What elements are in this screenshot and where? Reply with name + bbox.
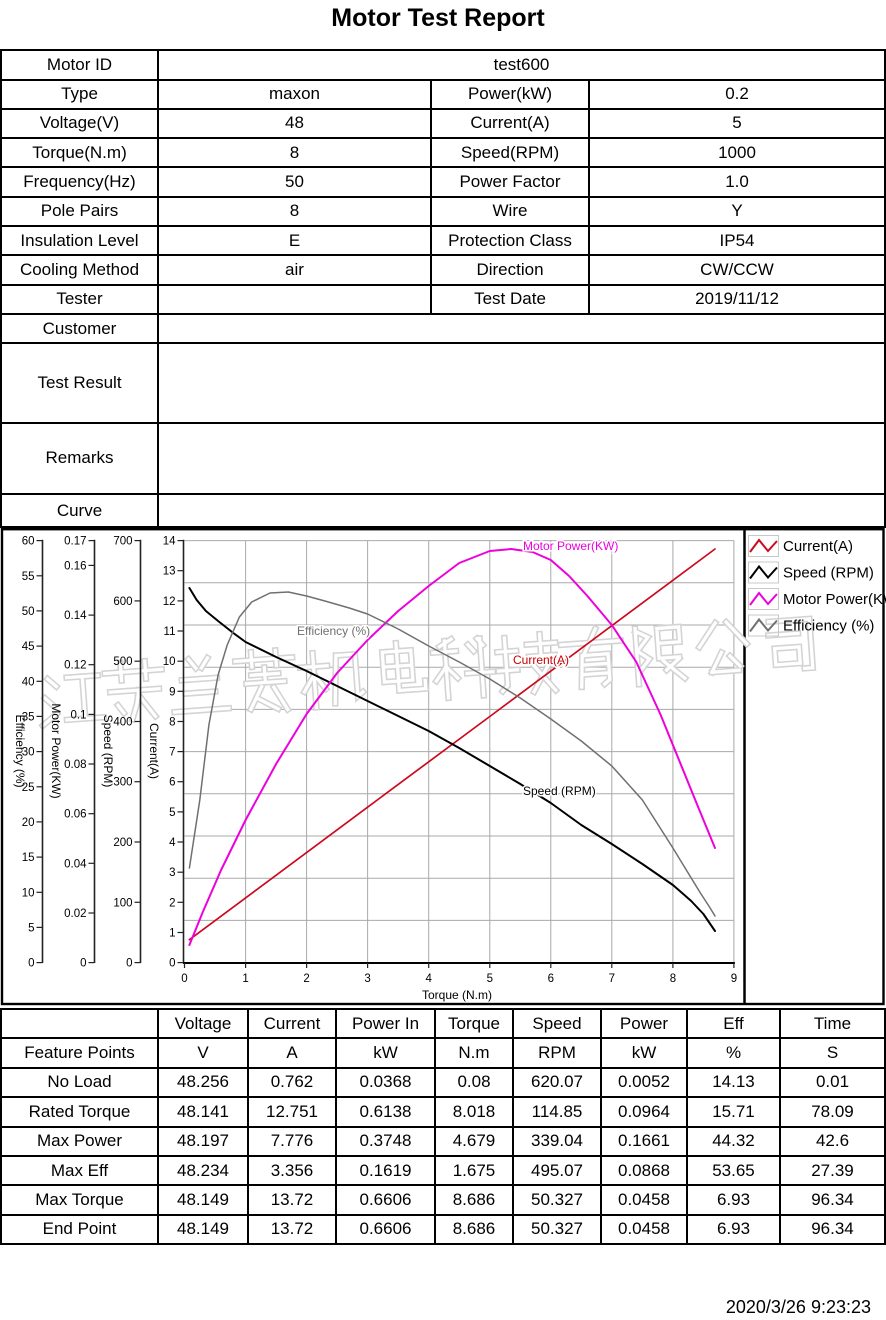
svg-text:Speed (RPM): Speed (RPM) [101, 715, 115, 788]
svg-text:0.16: 0.16 [64, 560, 86, 572]
svg-text:60: 60 [22, 536, 35, 548]
svg-text:700: 700 [113, 536, 132, 548]
svg-text:100: 100 [113, 897, 132, 909]
svg-text:50: 50 [22, 606, 35, 618]
svg-text:40: 40 [22, 676, 35, 688]
svg-text:0: 0 [80, 958, 86, 970]
svg-text:4: 4 [169, 837, 176, 849]
svg-text:0.02: 0.02 [64, 908, 86, 920]
svg-text:Speed (RPM): Speed (RPM) [523, 784, 596, 798]
svg-text:0.1: 0.1 [71, 709, 87, 721]
svg-text:9: 9 [731, 973, 737, 985]
svg-text:8: 8 [169, 717, 175, 729]
svg-text:Motor Power(KW): Motor Power(KW) [783, 591, 886, 608]
svg-text:0.12: 0.12 [64, 660, 86, 672]
svg-text:0.14: 0.14 [64, 610, 87, 622]
svg-text:30: 30 [22, 747, 35, 759]
svg-text:6: 6 [548, 973, 554, 985]
svg-text:Torque (N.m): Torque (N.m) [422, 988, 492, 1002]
svg-text:Motor Power(KW): Motor Power(KW) [49, 703, 63, 798]
svg-text:14: 14 [163, 536, 176, 548]
svg-text:Current(A): Current(A) [513, 653, 569, 667]
svg-text:20: 20 [22, 817, 35, 829]
svg-text:Efficiency (%): Efficiency (%) [783, 618, 874, 635]
svg-text:3: 3 [169, 867, 175, 879]
svg-text:0: 0 [169, 958, 175, 970]
svg-text:Speed (RPM): Speed (RPM) [783, 565, 874, 582]
svg-text:Efficiency (%): Efficiency (%) [13, 714, 27, 787]
svg-text:25: 25 [22, 782, 35, 794]
svg-text:Efficiency (%): Efficiency (%) [297, 624, 370, 638]
svg-text:55: 55 [22, 571, 35, 583]
svg-text:8: 8 [670, 973, 676, 985]
svg-text:5: 5 [28, 922, 34, 934]
svg-text:1: 1 [242, 973, 248, 985]
svg-text:0.08: 0.08 [64, 759, 86, 771]
svg-text:500: 500 [113, 656, 132, 668]
svg-text:2: 2 [303, 973, 309, 985]
svg-text:0.17: 0.17 [64, 536, 86, 548]
svg-text:11: 11 [164, 626, 176, 638]
svg-text:5: 5 [487, 973, 493, 985]
svg-text:5: 5 [169, 807, 175, 819]
svg-text:35: 35 [22, 711, 35, 723]
svg-text:45: 45 [22, 641, 35, 653]
svg-text:15: 15 [22, 852, 35, 864]
svg-text:0.06: 0.06 [64, 809, 86, 821]
svg-text:6: 6 [169, 777, 175, 789]
svg-text:400: 400 [113, 717, 132, 729]
svg-text:Current(A): Current(A) [147, 723, 161, 779]
svg-text:Current(A): Current(A) [783, 538, 853, 555]
svg-text:0: 0 [28, 958, 34, 970]
svg-text:600: 600 [113, 596, 132, 608]
svg-text:2: 2 [169, 897, 175, 909]
svg-text:3: 3 [364, 973, 370, 985]
svg-text:1: 1 [169, 928, 175, 940]
svg-text:4: 4 [425, 973, 432, 985]
svg-text:0: 0 [181, 973, 187, 985]
svg-text:10: 10 [22, 887, 35, 899]
svg-text:300: 300 [113, 777, 132, 789]
svg-text:12: 12 [163, 596, 176, 608]
svg-text:0.04: 0.04 [64, 858, 87, 870]
svg-text:Motor Power(KW): Motor Power(KW) [523, 539, 618, 553]
svg-text:7: 7 [609, 973, 615, 985]
svg-text:0: 0 [126, 958, 132, 970]
svg-text:13: 13 [163, 566, 176, 578]
svg-text:200: 200 [113, 837, 132, 849]
svg-text:7: 7 [169, 747, 175, 759]
svg-text:9: 9 [169, 686, 175, 698]
svg-text:10: 10 [163, 656, 176, 668]
